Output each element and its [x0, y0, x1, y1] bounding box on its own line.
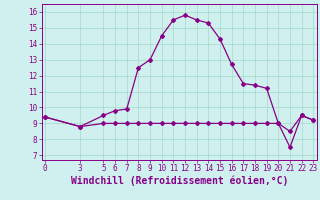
X-axis label: Windchill (Refroidissement éolien,°C): Windchill (Refroidissement éolien,°C) — [70, 176, 288, 186]
